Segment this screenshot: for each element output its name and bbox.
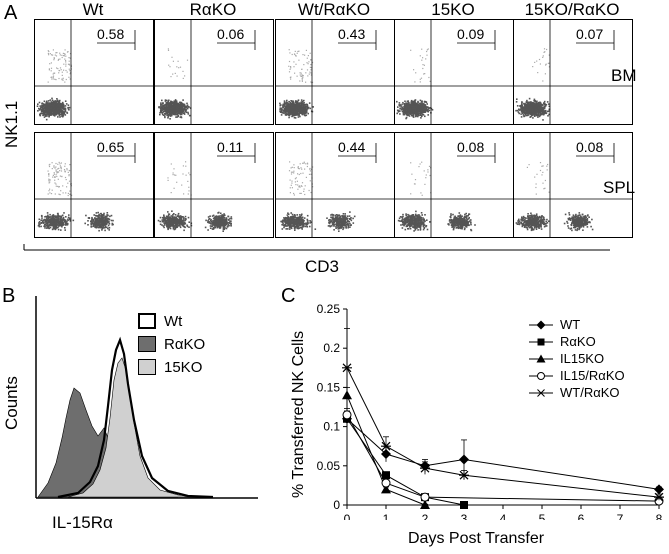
x-tick-label: 0	[344, 512, 351, 520]
legend-marker-icon	[529, 371, 553, 380]
legend-label: IL15KO	[560, 351, 605, 366]
legend-marker-icon	[529, 354, 553, 362]
flow-plot: 0.43	[275, 19, 395, 125]
y-tick-label: 0.2	[323, 341, 340, 355]
legend-marker-icon	[529, 338, 553, 345]
histogram-15ko	[67, 357, 199, 498]
panel-c-line-chart: 0 0.05 0.1 0.15 0.2 0.25 0 1 2 3 4 5 6 7 8	[317, 302, 664, 520]
legend-item: WT/RαKO	[528, 384, 625, 401]
flow-plot: 0.58	[34, 19, 154, 125]
series-line	[346, 418, 465, 506]
y-tick-label: 0.25	[317, 302, 341, 316]
legend-swatch-15ko	[138, 359, 156, 375]
row-label-spl: SPL	[603, 178, 636, 197]
data-point	[654, 484, 664, 495]
gate-percentage: 0.08	[457, 139, 485, 155]
panel-c-letter: C	[281, 285, 296, 307]
data-point	[460, 501, 468, 509]
legend-label-wt: Wt	[164, 312, 183, 330]
legend-item: IL15/RαKO	[528, 367, 625, 384]
legend-swatch-wt	[138, 313, 156, 329]
legend-item: IL15KO	[528, 350, 625, 367]
panel-c-legend: WT RαKO IL15KO IL15/RαKO WT/RαKO	[528, 316, 625, 401]
legend-item-ralphako: RαKO	[138, 334, 205, 354]
x-tick-label: 2	[422, 512, 429, 520]
legend-marker-icon	[529, 388, 553, 397]
x-tick-label: 6	[578, 512, 585, 520]
data-point	[654, 492, 664, 502]
flow-plot: 0.44	[275, 132, 395, 238]
legend-marker-icon	[529, 320, 553, 329]
data-point	[382, 471, 390, 480]
x-tick-label: 7	[617, 512, 624, 520]
gate-percentage: 0.06	[217, 26, 245, 42]
data-point	[420, 463, 430, 473]
panel-a-y-axis-label: NK1.1	[2, 100, 21, 148]
panel-c-x-axis-label: Days Post Transfer	[408, 530, 545, 547]
gate-percentage: 0.08	[576, 139, 604, 155]
flow-plot: 0.07	[513, 19, 633, 125]
gate-percentage: 0.43	[338, 26, 366, 42]
panel-b-legend: Wt RαKO 15KO	[138, 311, 205, 377]
genotype-header: 15KO/RαKO	[524, 0, 620, 19]
flow-plot: 0.08	[394, 132, 514, 238]
series-line	[346, 418, 660, 490]
flow-plot: 0.06	[154, 19, 274, 125]
data-point	[459, 454, 469, 465]
histogram-wt	[57, 336, 214, 499]
flow-plot: 0.08	[513, 132, 633, 238]
legend-swatch-ralphako	[138, 336, 156, 352]
gate-percentage: 0.07	[576, 26, 604, 42]
legend-item: WT	[528, 316, 625, 333]
data-point	[420, 500, 430, 509]
legend-label: RαKO	[560, 334, 596, 349]
gate-percentage: 0.65	[97, 139, 125, 155]
legend-label-ralphako: RαKO	[164, 335, 206, 353]
genotype-header: Wt	[82, 0, 104, 19]
genotype-header: Wt/RαKO	[297, 0, 371, 19]
y-tick-label: 0.15	[317, 380, 341, 394]
genotype-header: RαKO	[189, 0, 237, 19]
x-tick-label: 5	[539, 512, 546, 520]
panel-a-x-axis-line	[23, 244, 610, 251]
legend-label: WT/RαKO	[560, 385, 620, 400]
series-line	[346, 414, 660, 502]
genotype-header: 15KO	[431, 0, 475, 19]
gate-percentage: 0.11	[217, 139, 244, 155]
panel-b-y-axis-label: Counts	[2, 376, 21, 430]
x-tick-label: 3	[461, 512, 468, 520]
legend-label: WT	[560, 317, 581, 332]
y-tick-label: 0.05	[317, 459, 341, 473]
gate-percentage: 0.44	[338, 139, 366, 155]
legend-item: RαKO	[528, 333, 625, 350]
panel-b-letter: B	[2, 285, 16, 307]
x-tick-label: 4	[500, 512, 507, 520]
data-point	[381, 441, 391, 451]
row-label-bm: BM	[611, 66, 637, 85]
data-point	[381, 478, 391, 488]
data-point	[342, 410, 352, 420]
y-tick-label: 0.1	[323, 420, 340, 434]
x-tick-label: 1	[383, 512, 390, 520]
gate-percentage: 0.58	[97, 26, 125, 42]
panel-a-x-axis-label: CD3	[305, 257, 340, 276]
legend-label-15ko: 15KO	[164, 358, 203, 376]
panel-b-histogram	[35, 296, 258, 499]
legend-label: IL15/RαKO	[560, 368, 625, 383]
x-tick-label: 8	[656, 512, 663, 520]
data-point	[420, 492, 430, 502]
flow-plot: 0.11	[154, 132, 274, 238]
flow-plot: 0.65	[34, 132, 154, 238]
data-point	[342, 363, 352, 373]
panel-a-letter: A	[4, 2, 18, 24]
flow-plot: 0.09	[394, 19, 514, 125]
panel-b-x-axis-label: IL-15Rα	[52, 513, 113, 532]
data-point	[459, 470, 469, 480]
gate-percentage: 0.09	[457, 26, 485, 42]
y-tick-label: 0	[333, 498, 340, 512]
legend-item-15ko: 15KO	[138, 357, 205, 377]
data-point	[381, 484, 391, 494]
legend-item-wt: Wt	[138, 311, 205, 331]
